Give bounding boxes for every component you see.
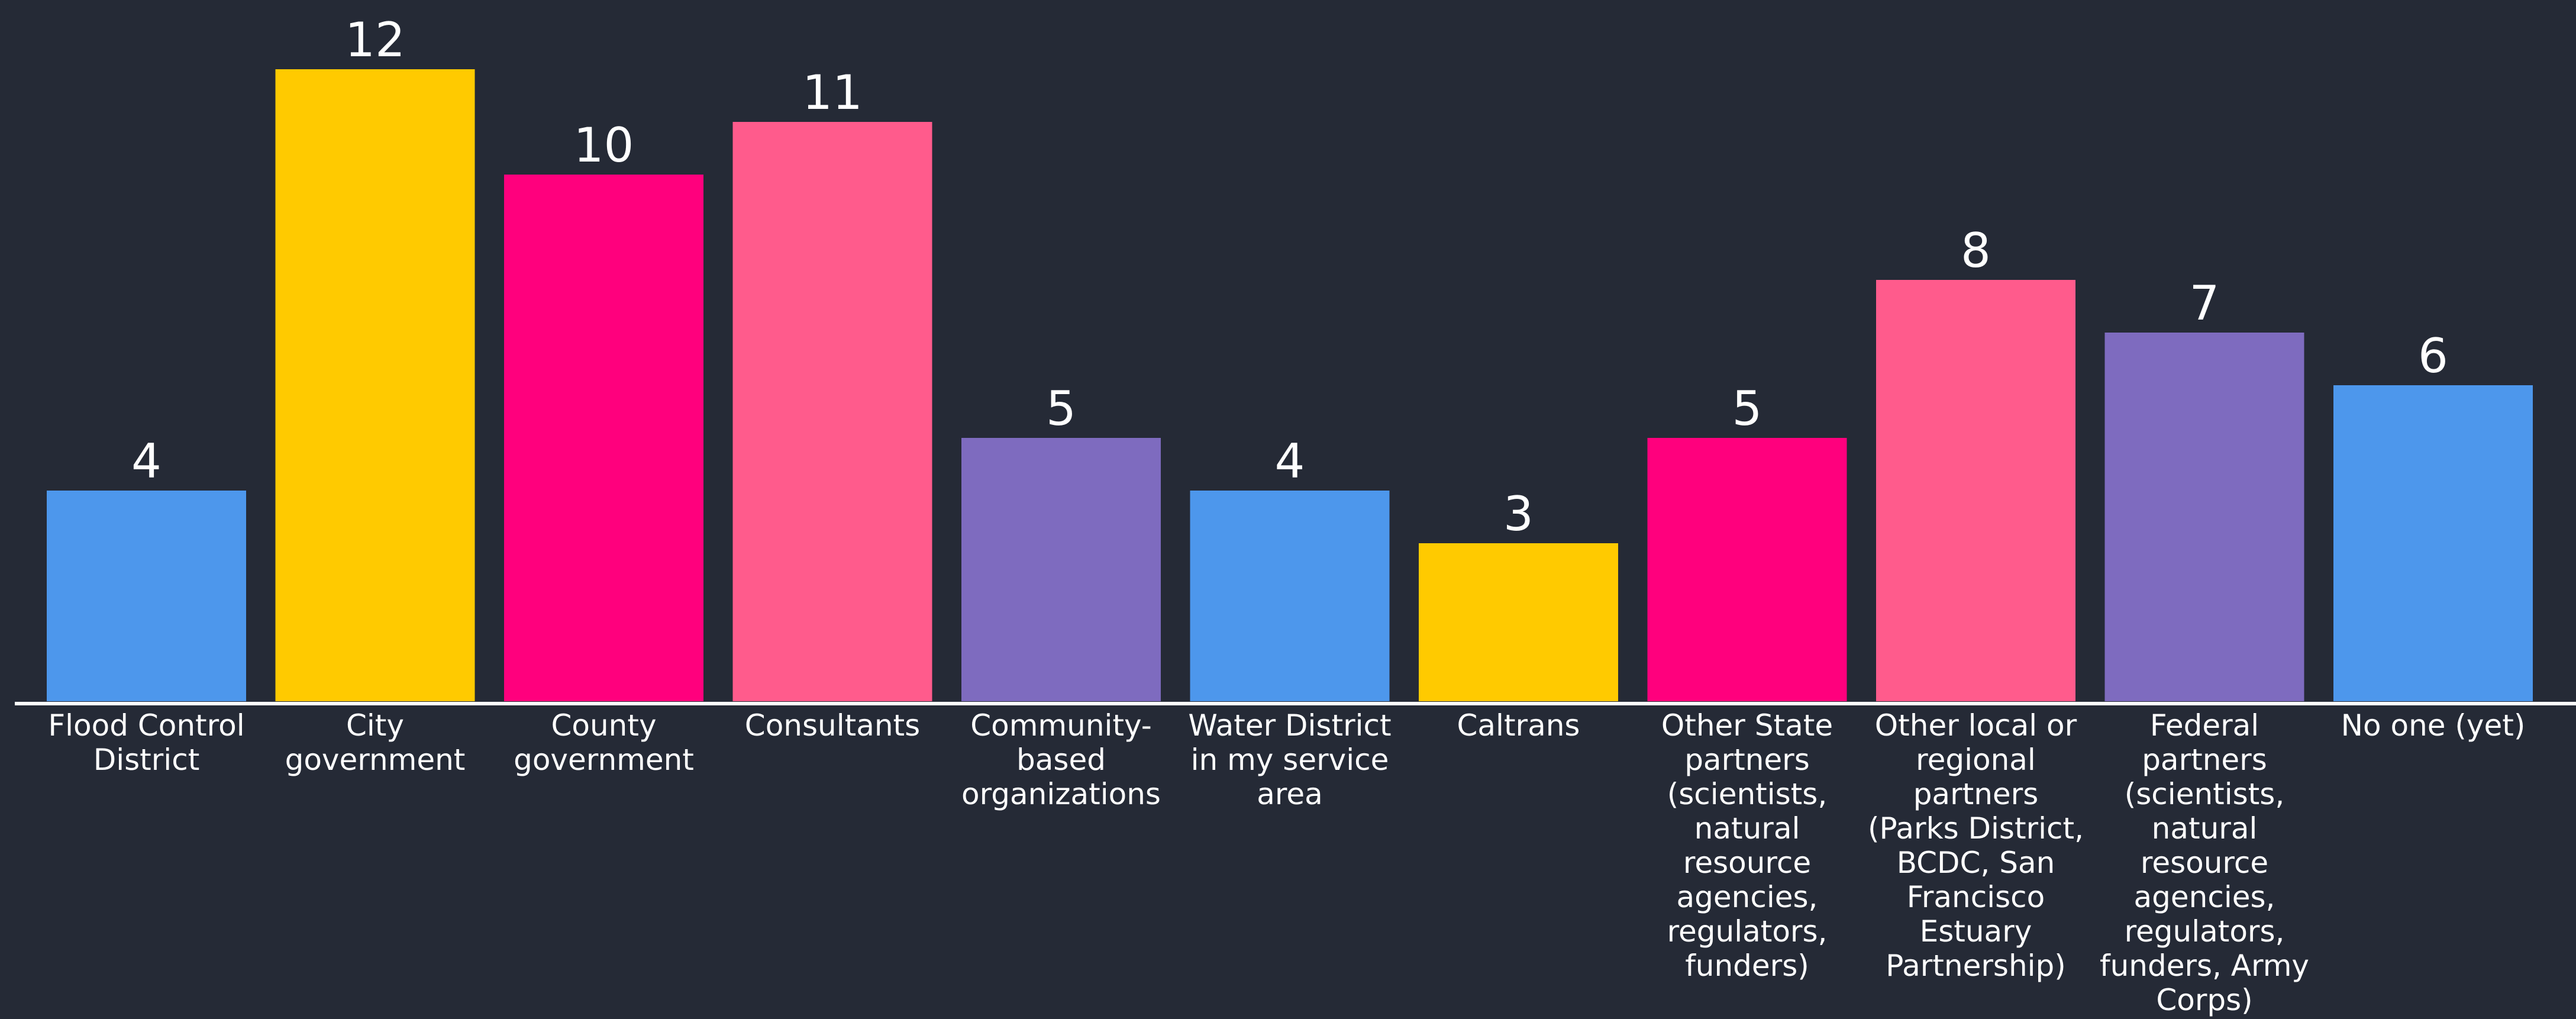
category-label-6: Water District in my service area [1188, 708, 1391, 811]
category-label-8: Other State partners (scientists, natural re… [1661, 708, 1833, 983]
bar-value-label-3: 10 [574, 118, 634, 173]
bar-7 [1419, 543, 1618, 701]
bar-5 [961, 438, 1161, 701]
bar-value-label-11: 6 [2418, 328, 2448, 383]
bar-value-label-6: 4 [1275, 434, 1305, 489]
bar-6 [1190, 491, 1390, 701]
category-label-11: No one (yet) [2341, 708, 2526, 743]
bar-10 [2104, 333, 2304, 701]
bar-value-label-5: 5 [1046, 381, 1076, 436]
category-label-2: City government [285, 708, 466, 777]
bar-value-label-10: 7 [2190, 276, 2220, 331]
category-label-10: Federal partners (scientists, natural resour… [2100, 708, 2309, 1017]
bar-11 [2333, 385, 2533, 701]
bar-value-label-7: 3 [1503, 486, 1534, 541]
bar-3 [504, 175, 703, 701]
category-label-1: Flood Control District [48, 708, 244, 777]
bar-value-label-9: 8 [1961, 223, 1991, 278]
bar-2 [275, 69, 475, 701]
category-label-4: Consultants [745, 708, 920, 743]
value-labels-layer: 4 12 10 11 5 4 3 5 8 7 6 [131, 12, 2448, 541]
bar-9 [1876, 280, 2075, 701]
bar-value-label-8: 5 [1732, 381, 1762, 436]
category-labels-layer: Flood Control District City government Count… [48, 708, 2525, 1017]
bar-4 [732, 122, 932, 701]
bar-8 [1647, 438, 1847, 701]
bars-layer [47, 69, 2533, 701]
bar-1 [47, 491, 246, 701]
category-label-5: Community-based organizations [961, 708, 1161, 811]
bar-value-label-2: 12 [345, 12, 405, 67]
category-label-9: Other local or regional partners (Parks Dis… [1868, 708, 2084, 983]
bar-value-label-1: 4 [131, 434, 162, 489]
bar-value-label-4: 11 [802, 65, 863, 120]
category-label-3: County government [514, 708, 694, 777]
category-label-7: Caltrans [1457, 708, 1580, 743]
